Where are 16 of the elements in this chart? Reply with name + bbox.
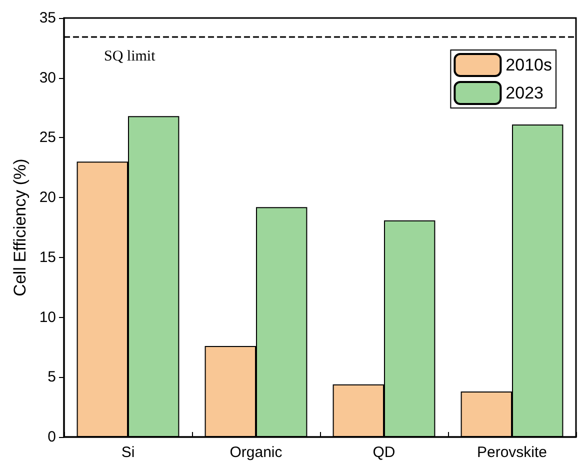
- y-tick-label: 35: [39, 10, 56, 26]
- ref-line-label: SQ limit: [104, 48, 156, 65]
- y-axis-title: Cell Efficiency (%): [10, 158, 30, 296]
- x-tick-label: Perovskite: [476, 444, 548, 461]
- x-tick-label: Organic: [230, 444, 283, 461]
- x-tick-label: QD: [372, 444, 396, 461]
- legend-label: 2010s: [506, 56, 552, 74]
- y-tick-label: 30: [39, 69, 56, 86]
- y-tick-label: 0: [48, 428, 56, 446]
- y-tick-label: 20: [39, 189, 56, 206]
- legend-label: 2023: [506, 84, 544, 102]
- y-tick-label: 5: [48, 368, 56, 386]
- y-tick-label: 10: [39, 308, 56, 326]
- x-tick-label: Si: [121, 444, 135, 461]
- y-tick-label: 15: [39, 248, 56, 266]
- y-tick-label: 25: [39, 129, 56, 146]
